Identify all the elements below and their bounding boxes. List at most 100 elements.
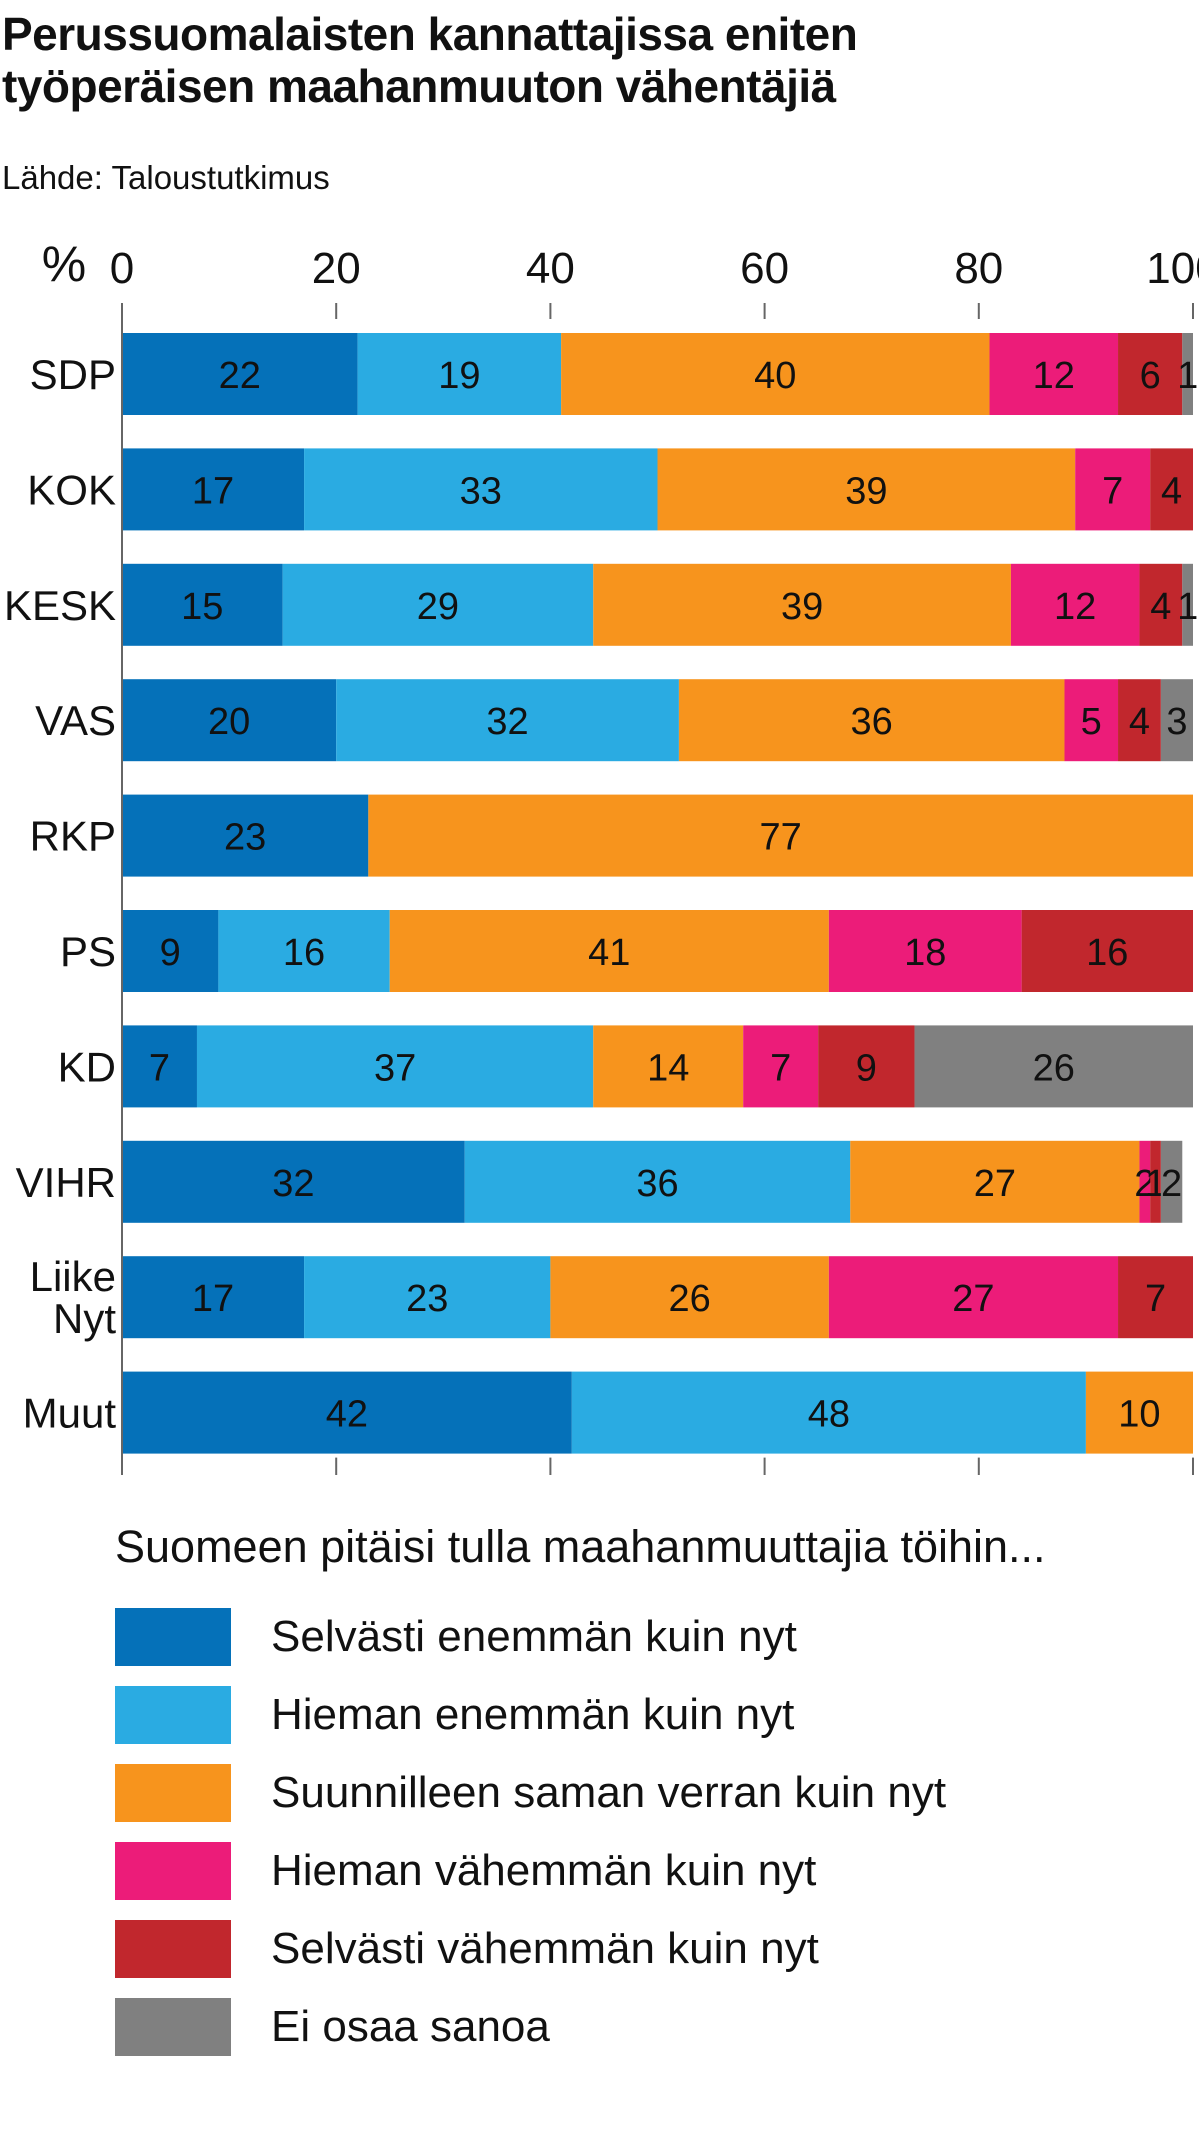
legend-item: Selvästi vähemmän kuin nyt (115, 1910, 1175, 1988)
x-tick-label: 20 (312, 244, 361, 293)
bar-segment (593, 1025, 744, 1108)
category-label: Muut (23, 1390, 117, 1437)
category-label: Liike (30, 1253, 116, 1300)
data-label: 5 (1081, 701, 1102, 743)
bar-segment (657, 448, 1076, 531)
legend-label: Suunnilleen saman verran kuin nyt (271, 1768, 947, 1817)
data-label: 12 (1033, 355, 1075, 397)
data-label: 22 (219, 355, 261, 397)
category-label: KD (58, 1043, 116, 1090)
chart-title: Perussuomalaisten kannattajissa eniten t… (2, 8, 1192, 112)
bar-segment (122, 910, 219, 992)
data-label: 41 (588, 932, 630, 974)
bar-segment (593, 563, 1011, 646)
bar-segment (743, 1025, 819, 1108)
category-label: VIHR (16, 1159, 116, 1206)
legend-swatch (115, 1764, 231, 1822)
bar-segment (122, 448, 305, 531)
legend-item: Hieman vähemmän kuin nyt (115, 1832, 1175, 1910)
data-label: 2 (1161, 1163, 1182, 1205)
bar-segment (1118, 679, 1161, 762)
data-label: 9 (160, 932, 181, 974)
data-label: 23 (406, 1278, 448, 1320)
legend-title: Suomeen pitäisi tulla maahanmuuttajia tö… (115, 1521, 1046, 1572)
stacked-bar-chart: %0204060801002219401261SDP17333974KOK152… (4, 236, 1199, 1475)
bar-segment (818, 1025, 915, 1108)
chart-title-line-2: työperäisen maahanmuuton vähentäjiä (2, 60, 836, 112)
bar-segment (304, 448, 658, 531)
bar-segment (550, 1256, 829, 1339)
legend-swatch (115, 1608, 231, 1666)
category-label: Nyt (53, 1295, 116, 1342)
bar-segment (122, 679, 337, 762)
bar-segment (1118, 333, 1183, 415)
data-label: 15 (181, 586, 223, 628)
data-label: 40 (754, 355, 796, 397)
legend-label: Ei osaa sanoa (271, 2002, 550, 2051)
bar-segment (1118, 1256, 1193, 1339)
legend-swatch (115, 1686, 231, 1744)
legend-item: Hieman enemmän kuin nyt (115, 1676, 1175, 1754)
bar-segment (122, 1371, 572, 1454)
legend-label: Hieman enemmän kuin nyt (271, 1690, 795, 1739)
data-label: 33 (460, 470, 502, 512)
data-label: 7 (149, 1047, 170, 1089)
data-label: 7 (770, 1047, 791, 1089)
bar-segment (571, 1371, 1086, 1454)
bar-segment (357, 333, 562, 415)
chart-source: Lähde: Taloustutkimus (2, 159, 330, 196)
data-label: 27 (974, 1163, 1016, 1205)
chart-title-line-1: Perussuomalaisten kannattajissa eniten (2, 8, 858, 60)
bar-segment (1139, 563, 1183, 646)
bar-segment (122, 333, 358, 415)
x-tick-label: 40 (526, 244, 575, 293)
data-label: 1 (1177, 586, 1198, 628)
bar-segment (1010, 563, 1140, 646)
data-label: 18 (904, 932, 946, 974)
data-label: 77 (760, 817, 802, 859)
data-label: 2 (1134, 1163, 1155, 1205)
legend-item: Ei osaa sanoa (115, 1988, 1175, 2066)
bar-segment (464, 1140, 851, 1223)
category-label: VAS (35, 697, 116, 744)
axis-unit-label: % (42, 236, 86, 292)
data-label: 16 (283, 932, 325, 974)
data-label: 26 (1033, 1047, 1075, 1089)
category-label: RKP (30, 813, 116, 860)
data-label: 39 (781, 586, 823, 628)
data-label: 14 (647, 1047, 689, 1089)
data-label: 39 (845, 470, 887, 512)
bar-segment (122, 563, 283, 646)
bar-segment (122, 1140, 465, 1223)
category-label: PS (60, 928, 116, 975)
data-label: 32 (272, 1163, 314, 1205)
bar-segment (1085, 1371, 1193, 1454)
data-label: 48 (808, 1394, 850, 1436)
bar-segment (989, 333, 1119, 415)
data-label: 26 (668, 1278, 710, 1320)
bar-segment (1160, 1140, 1183, 1223)
bar-segment (678, 679, 1065, 762)
data-label: 27 (952, 1278, 994, 1320)
category-label: SDP (30, 351, 116, 398)
x-tick-label: 60 (740, 244, 789, 293)
bar-segment (850, 1140, 1140, 1223)
bar-segment (1182, 333, 1193, 415)
bar-segment (122, 794, 369, 877)
bar-segment (1075, 448, 1151, 531)
legend-label: Hieman vähemmän kuin nyt (271, 1846, 817, 1895)
bar-segment (1150, 1140, 1161, 1223)
bar-segment (304, 1256, 551, 1339)
data-label: 3 (1166, 701, 1187, 743)
bar-segment (828, 1256, 1119, 1339)
data-label: 32 (486, 701, 528, 743)
data-label: 16 (1086, 932, 1128, 974)
data-label: 17 (192, 1278, 234, 1320)
legend-swatch (115, 1998, 231, 2056)
legend-item: Selvästi enemmän kuin nyt (115, 1598, 1175, 1676)
data-label: 20 (208, 701, 250, 743)
bar-segment (218, 910, 390, 992)
bar-segment (196, 1025, 594, 1108)
bar-segment (1150, 448, 1193, 531)
bar-segment (1064, 679, 1119, 762)
